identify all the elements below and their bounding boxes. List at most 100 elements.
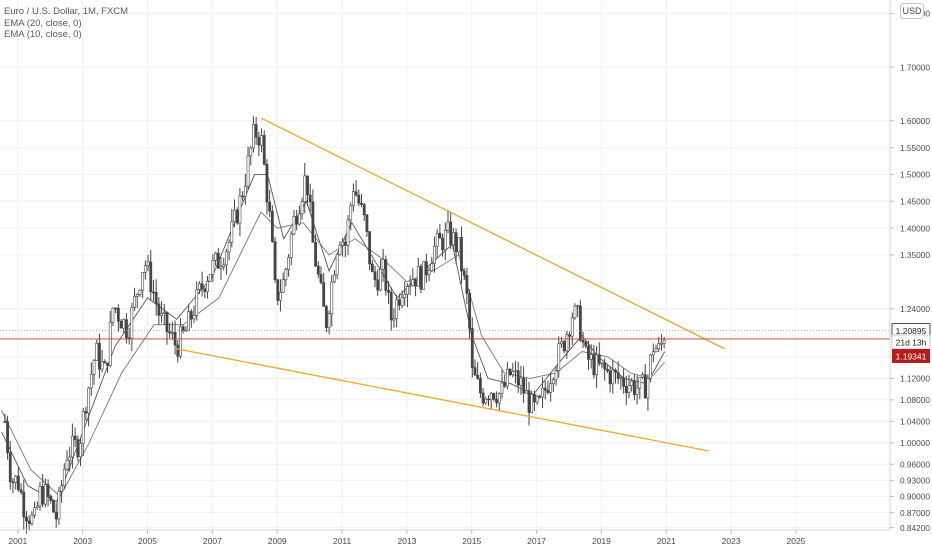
candle-body — [100, 361, 104, 370]
candle-body — [487, 398, 490, 401]
chart-legend: Euro / U.S. Dollar, 1M, FXCM EMA (20, cl… — [4, 6, 128, 41]
x-tick-label: 2009 — [268, 536, 287, 546]
candle-body — [141, 272, 145, 291]
countdown-label-text: 21d 13h — [896, 337, 927, 347]
candle-body — [435, 232, 439, 247]
candle-body — [387, 290, 390, 293]
candle-body — [343, 241, 347, 246]
candle-body — [424, 261, 428, 276]
candle-body — [414, 279, 417, 287]
candle-body — [119, 320, 123, 329]
y-tick-label: 0.96000 — [900, 459, 930, 469]
candle-body — [419, 266, 423, 290]
y-tick-label: 1.12000 — [900, 374, 930, 384]
x-tick-label: 2005 — [138, 536, 157, 546]
candle-body — [578, 305, 582, 341]
candle-body — [430, 263, 434, 271]
candle-body — [246, 155, 250, 187]
candle-body — [319, 273, 323, 283]
candle-body — [395, 299, 399, 320]
candle-body — [103, 361, 107, 364]
candle-body — [535, 395, 539, 403]
candle-body — [243, 185, 247, 197]
candle-body — [125, 319, 128, 339]
y-tick-label: 0.93000 — [900, 476, 930, 486]
candle-body — [492, 393, 496, 400]
candle-body — [222, 264, 226, 268]
candle-body — [403, 294, 407, 298]
candle-body — [365, 214, 369, 232]
currency-badge[interactable]: USD — [900, 3, 924, 19]
candle-body — [162, 312, 166, 314]
candle-body — [451, 232, 455, 246]
candle-body — [360, 202, 363, 205]
ema20-legend[interactable]: EMA (20, close, 0) — [4, 17, 82, 29]
symbol-title[interactable]: Euro / U.S. Dollar, 1M, FXCM — [4, 6, 129, 17]
candle-body — [225, 251, 228, 266]
candle-body — [438, 232, 442, 239]
candle-body — [384, 259, 388, 291]
candle-body — [214, 252, 218, 261]
candle-body — [324, 306, 328, 329]
candle-body — [227, 242, 231, 253]
candle-body — [646, 377, 650, 399]
candle-body — [273, 241, 277, 281]
candle-body — [89, 373, 93, 389]
ema10-legend[interactable]: EMA (10, close, 0) — [4, 29, 82, 40]
candle-body — [411, 279, 415, 286]
candle-body — [262, 135, 266, 165]
candle-body — [230, 221, 234, 243]
time-axis[interactable]: 2001 2003 2005 2007 2009 2011 2013 2015 2017 2019… — [8, 530, 806, 546]
candle-body — [627, 385, 631, 394]
candle-body — [470, 328, 474, 368]
candle-body — [168, 331, 172, 334]
candle-body — [65, 459, 69, 470]
x-tick-label: 2019 — [592, 536, 611, 546]
candle-body — [322, 282, 326, 307]
candles — [3, 116, 666, 534]
candle-body — [570, 317, 574, 337]
candle-body — [495, 398, 499, 404]
candle-body — [341, 241, 344, 246]
candle-body — [327, 313, 331, 329]
upper-trendline — [260, 117, 725, 350]
candle-body — [392, 318, 396, 321]
candle-body — [638, 376, 642, 389]
candle-body — [130, 307, 134, 339]
x-tick-label: 2001 — [8, 536, 27, 546]
grid — [0, 0, 890, 530]
candle-body — [530, 393, 534, 413]
candle-body — [600, 362, 604, 365]
x-tick-label: 2017 — [527, 536, 546, 546]
candle-body — [289, 233, 293, 258]
candle-body — [427, 269, 431, 276]
x-tick-label: 2025 — [787, 536, 806, 546]
candle-body — [357, 194, 361, 204]
candle-body — [11, 481, 15, 484]
candle-body — [595, 354, 598, 376]
lower-trendline — [176, 348, 709, 452]
candle-body — [195, 289, 199, 316]
candle-body — [314, 242, 317, 267]
candle-body — [252, 124, 255, 149]
candle-body — [454, 232, 458, 253]
candle-body — [8, 452, 12, 483]
candle-body — [303, 175, 307, 202]
candle-body — [376, 279, 380, 291]
candle-body — [87, 387, 91, 414]
candle-body — [476, 374, 480, 379]
candle-body — [503, 382, 507, 387]
candle-body — [14, 475, 18, 484]
candle-body — [25, 516, 28, 522]
candle-body — [33, 507, 36, 516]
candle-body — [6, 421, 9, 454]
candle-body — [511, 371, 515, 375]
candle-body — [379, 268, 382, 291]
candle-body — [557, 343, 561, 371]
candle-body — [98, 342, 101, 370]
candle-body — [587, 345, 590, 360]
drawings[interactable] — [0, 117, 890, 452]
candle-body — [619, 377, 623, 380]
